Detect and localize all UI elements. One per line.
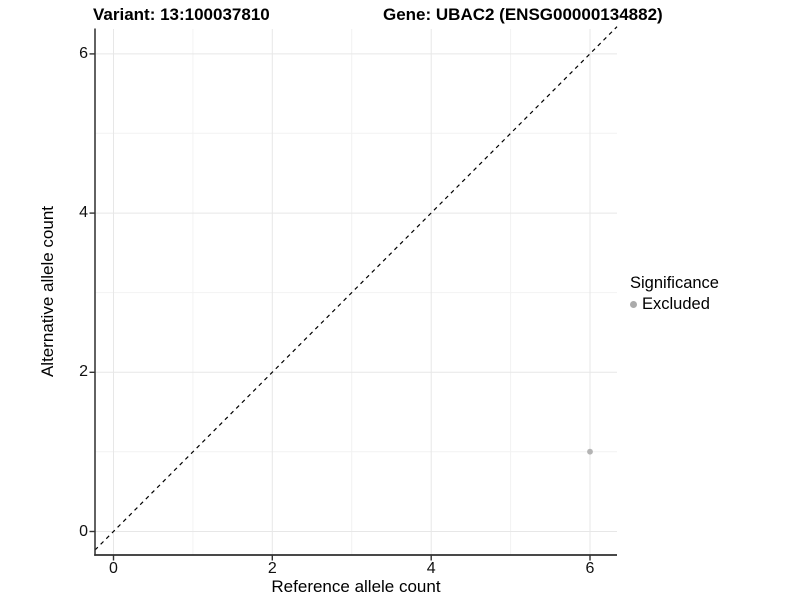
y-tick-label-0: 0 — [79, 522, 88, 540]
variant-title: Variant: 13:100037810 — [93, 5, 270, 24]
y-tick-label-2: 2 — [79, 363, 88, 381]
data-point-excluded — [587, 448, 593, 455]
y-axis-title: Alternative allele count — [38, 206, 57, 378]
y-tick-label-4: 4 — [79, 204, 88, 222]
x-tick-label-2: 2 — [267, 560, 277, 577]
y-axis-title-wrap: Alternative allele count — [36, 142, 60, 442]
major-gridlines — [95, 29, 617, 555]
plot-panel — [95, 29, 617, 555]
legend: Significance Excluded — [630, 273, 795, 314]
legend-entry-excluded: Excluded — [630, 294, 795, 314]
legend-dot-icon — [630, 300, 637, 308]
gene-title: Gene: UBAC2 (ENSG00000134882) — [383, 5, 663, 24]
x-tick-label-6: 6 — [585, 560, 595, 577]
tick-marks — [89, 53, 591, 561]
x-tick-label-0: 0 — [109, 560, 118, 577]
legend-entry-label: Excluded — [642, 295, 710, 313]
y-tick-label-6: 6 — [79, 44, 88, 62]
legend-title: Significance — [630, 274, 719, 292]
x-axis-title: Reference allele count — [271, 577, 441, 596]
x-tick-label-4: 4 — [426, 560, 436, 577]
identity-dashed-line — [94, 26, 618, 551]
